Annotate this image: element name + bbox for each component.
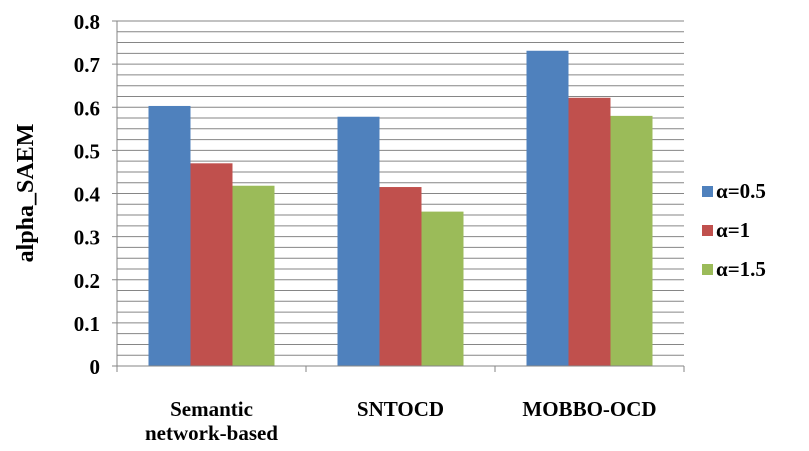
y-tick-label: 0.3 <box>74 226 100 250</box>
bar-α=1.5-0 <box>232 185 275 366</box>
y-tick-label: 0.7 <box>74 53 100 77</box>
legend-label: α=0.5 <box>716 179 766 203</box>
bar-α=0.5-1 <box>337 116 380 366</box>
y-tick-label: 0.1 <box>74 312 100 336</box>
y-tick-label: 0.8 <box>74 10 100 34</box>
legend-swatch <box>702 186 713 197</box>
bar-α=1.5-2 <box>610 115 653 366</box>
legend-label: α=1 <box>716 218 750 242</box>
y-tick-label: 0.2 <box>74 269 100 293</box>
legend-swatch <box>702 225 713 236</box>
legend-label: α=1.5 <box>716 257 766 281</box>
x-category-label-line: Semantic <box>170 397 253 421</box>
bar-α=0.5-0 <box>148 105 191 367</box>
x-category-label-line: SNTOCD <box>357 397 444 421</box>
legend-swatch <box>702 264 713 275</box>
x-category-label: SNTOCD <box>357 397 444 421</box>
bar-α=1-1 <box>379 187 422 366</box>
x-category-label: MOBBO-OCD <box>522 397 656 421</box>
bar-α=1-0 <box>190 163 233 366</box>
y-tick-label: 0.4 <box>74 183 101 207</box>
y-tick-label: 0.5 <box>74 139 100 163</box>
y-tick-label: 0 <box>90 355 101 379</box>
bar-α=1.5-1 <box>421 211 464 366</box>
x-category-label: Semantic network-based <box>145 397 278 445</box>
y-axis-label: alpha_SAEM <box>13 124 39 263</box>
bar-α=0.5-2 <box>526 50 569 366</box>
bar-α=1-2 <box>568 97 611 366</box>
y-tick-label: 0.6 <box>74 96 100 120</box>
x-category-label-line: MOBBO-OCD <box>522 397 656 421</box>
x-category-label-line: network-based <box>145 421 278 445</box>
